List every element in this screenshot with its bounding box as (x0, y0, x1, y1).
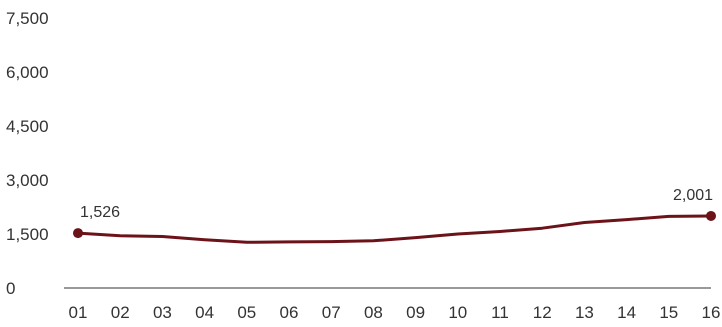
x-tick-label: 03 (153, 303, 172, 322)
x-tick-label: 16 (702, 303, 721, 322)
data-point-markers (73, 210, 716, 239)
x-tick-label: 09 (406, 303, 425, 322)
y-tick-label: 1,500 (6, 225, 49, 244)
x-tick-label: 08 (364, 303, 383, 322)
x-tick-label: 15 (659, 303, 678, 322)
data-label: 2,001 (673, 187, 713, 204)
y-tick-label: 7,500 (6, 9, 49, 28)
x-axis-tick-labels: 01 02 03 04 05 06 07 08 09 10 11 12 13 14 15 16 (69, 303, 721, 322)
y-tick-label: 6,000 (6, 63, 49, 82)
x-tick-label: 14 (617, 303, 636, 322)
x-tick-label: 04 (195, 303, 214, 322)
x-tick-label: 06 (280, 303, 299, 322)
data-point (706, 210, 716, 221)
data-labels: 1,526 2,001 (80, 187, 713, 221)
x-tick-label: 01 (69, 303, 88, 322)
data-point (73, 228, 83, 239)
x-tick-label: 12 (533, 303, 552, 322)
x-tick-label: 05 (237, 303, 256, 322)
x-tick-label: 07 (322, 303, 341, 322)
x-tick-label: 11 (491, 303, 509, 322)
x-tick-label: 13 (575, 303, 594, 322)
data-label: 1,526 (80, 204, 120, 221)
y-tick-label: 3,000 (6, 171, 49, 190)
series-line (76, 214, 713, 244)
y-tick-label: 0 (6, 279, 15, 298)
y-tick-label: 4,500 (6, 117, 49, 136)
y-axis-tick-labels: 0 1,500 3,000 4,500 6,000 7,500 (6, 9, 49, 298)
x-tick-label: 02 (111, 303, 130, 322)
x-tick-label: 10 (448, 303, 467, 322)
